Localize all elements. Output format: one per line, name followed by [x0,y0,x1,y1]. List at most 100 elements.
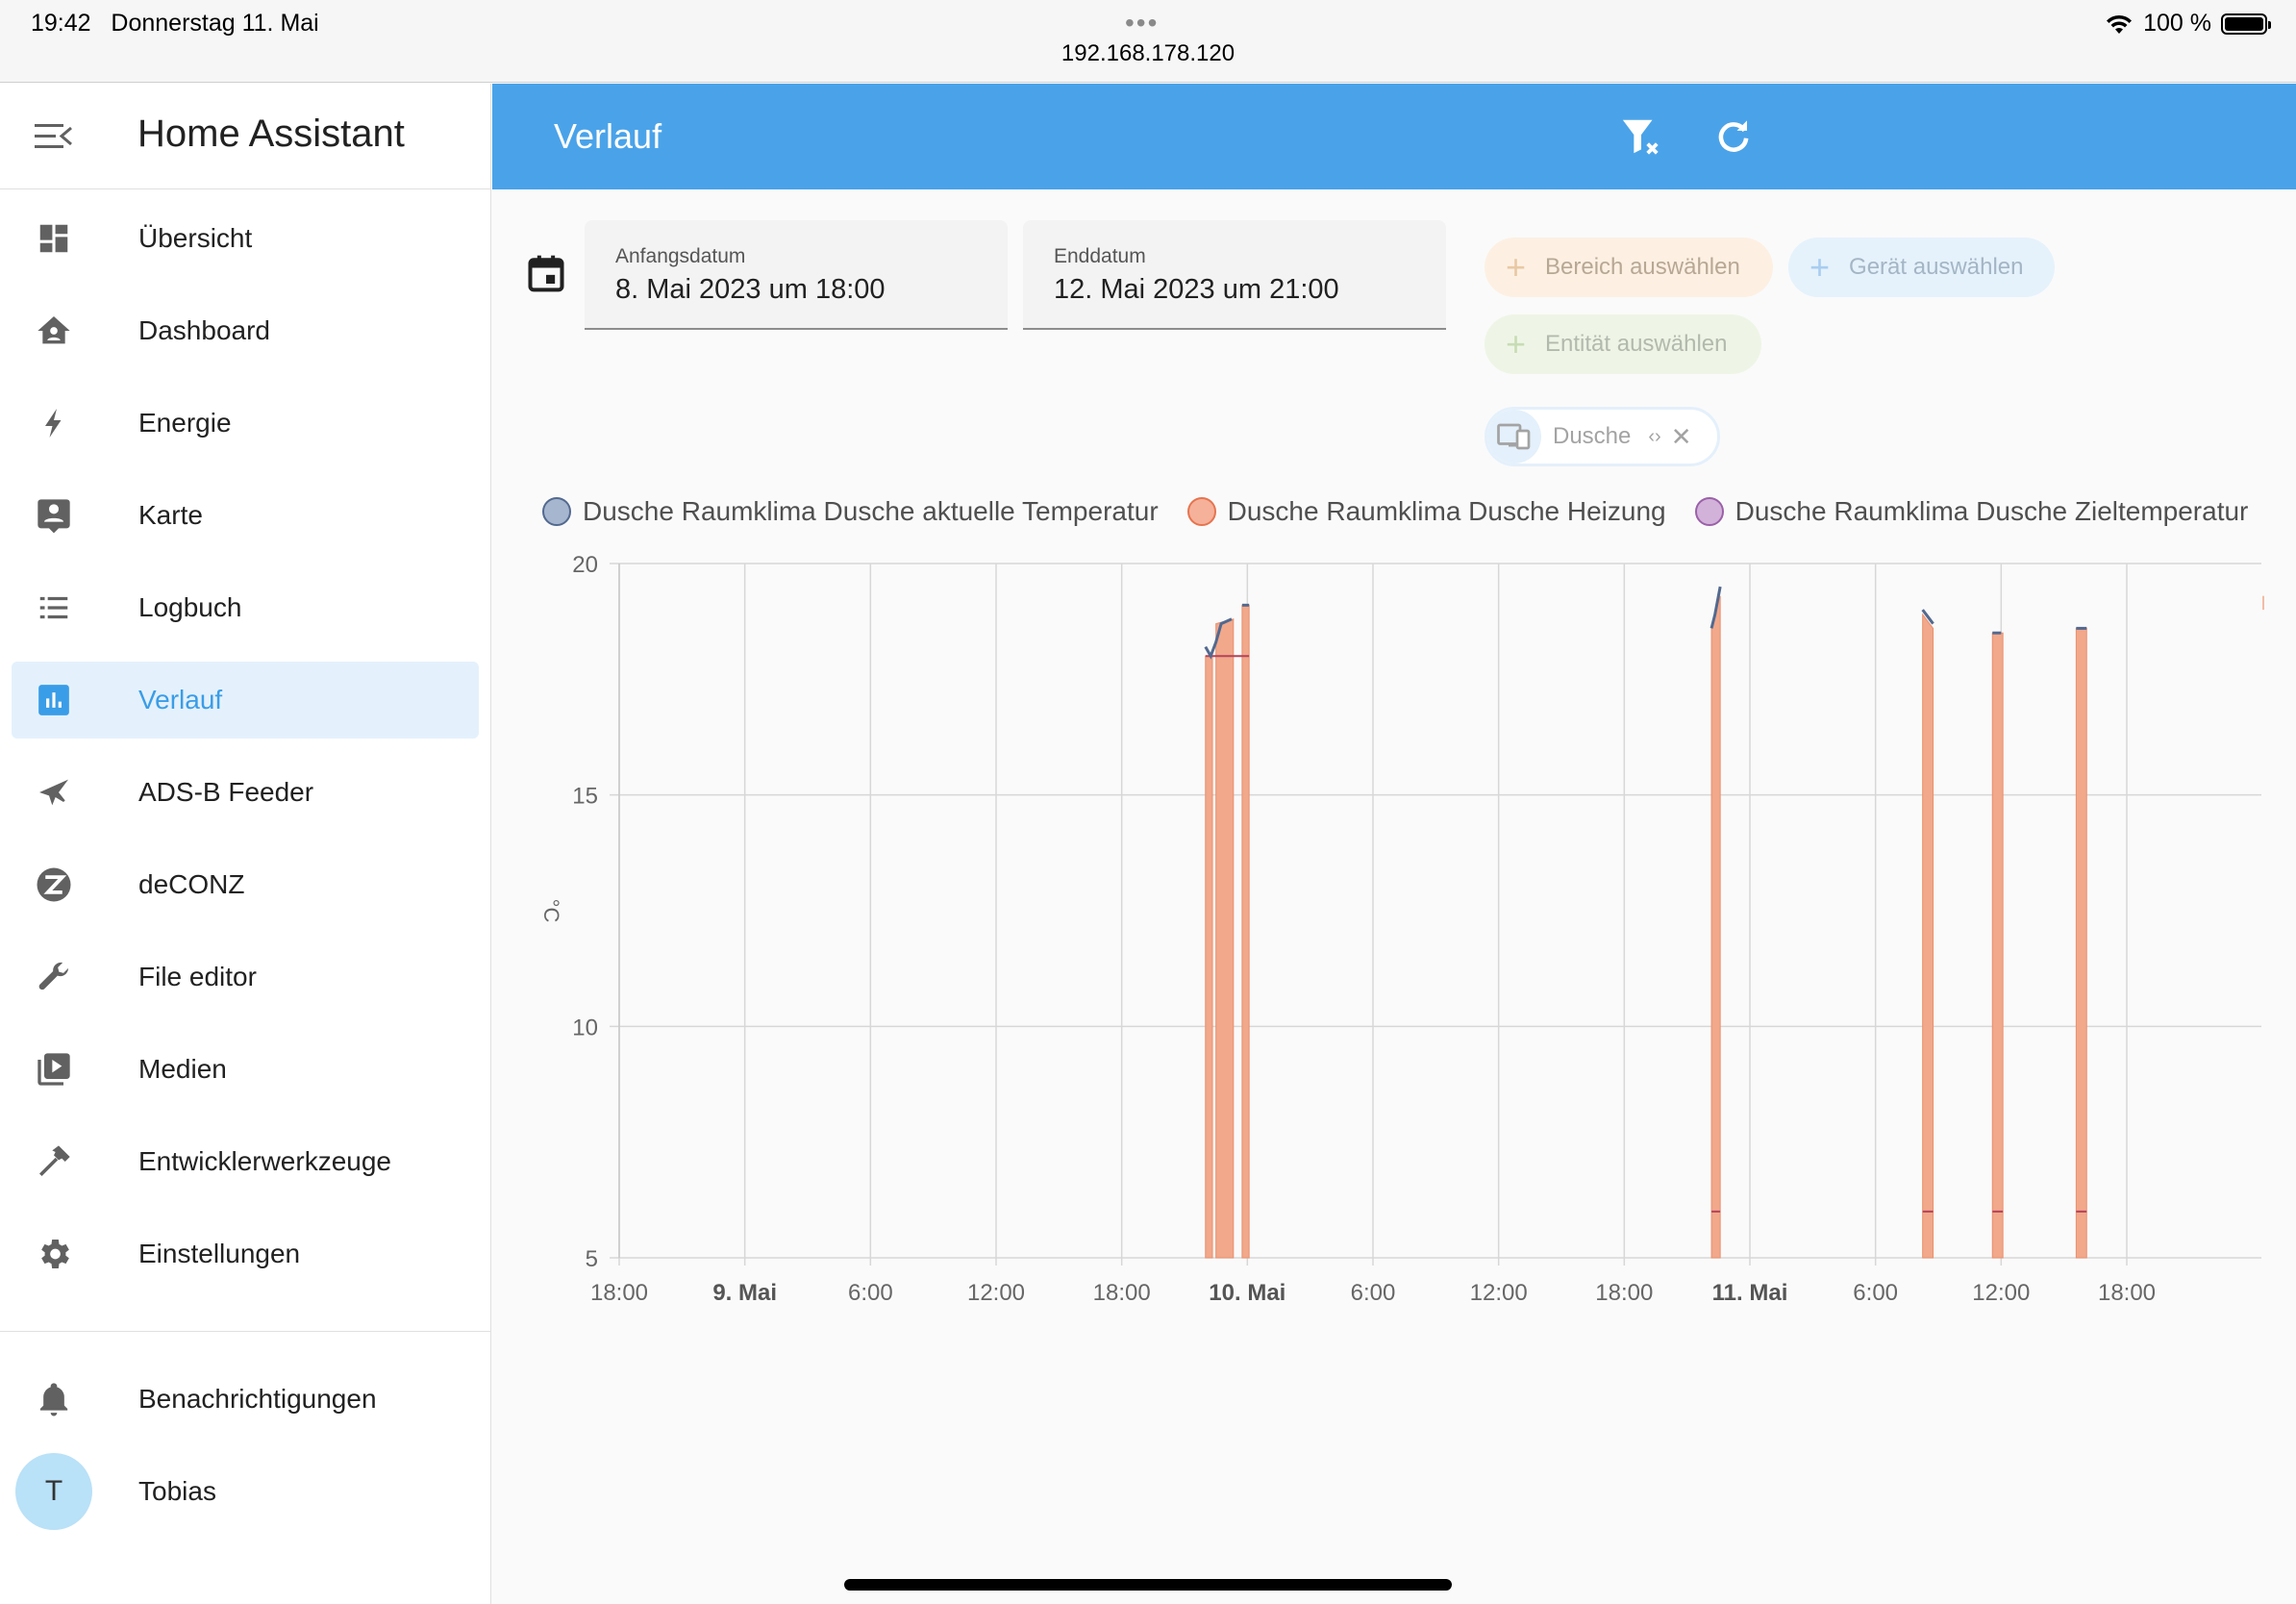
map-account-icon [33,494,75,537]
status-time-date: 19:42 Donnerstag 11. Mai [31,10,319,38]
x-tick-label: 9. Mai [712,1280,777,1306]
legend-swatch [1694,497,1724,526]
y-tick-label: 15 [572,784,598,810]
x-tick-label: 6:00 [1351,1280,1396,1306]
sidebar-item-notifications[interactable]: Benachrichtigungen [0,1353,490,1445]
list-icon [33,587,75,629]
lightning-bolt-icon [33,402,75,444]
menu-collapse-icon[interactable] [35,122,73,151]
x-tick-label: 12:00 [967,1280,1025,1306]
sidebar-item-logbuch[interactable]: Logbuch [0,562,490,654]
select-device-chip[interactable]: + Gerät auswählen [1788,238,2055,297]
x-tick-label: 18:00 [1595,1280,1653,1306]
x-tick-label: 10. Mai [1209,1280,1285,1306]
heating-area [1241,604,1250,1259]
x-tick-label: 12:00 [1470,1280,1528,1306]
clear-filter-button[interactable] [1617,113,1665,161]
x-tick-label: 11. Mai [1712,1280,1788,1306]
sidebar-item-label: Logbuch [138,592,242,622]
heating-area [1710,595,1721,1259]
history-chart[interactable]: 5 10 15 20 18:00 9. Mai 6:00 12:00 18:00 10. Mai 6… [519,481,2296,1346]
start-date-value: 8. Mai 2023 um 18:00 [615,274,886,305]
sidebar-item-medien[interactable]: Medien [0,1023,490,1115]
sidebar-item-profile[interactable]: T Tobias [0,1445,490,1538]
plus-icon: + [1506,324,1527,363]
legend-item-target[interactable]: Dusche Raumklima Dusche Zieltemperatur [1694,496,2248,527]
filter-remove-icon [1622,119,1659,155]
battery-icon [2221,13,2271,35]
media-play-icon [33,1048,75,1090]
select-entity-label: Entität auswählen [1545,331,1728,357]
user-name: Tobias [138,1476,216,1506]
sidebar-item-entwicklerwerkzeuge[interactable]: Entwicklerwerkzeuge [0,1115,490,1208]
legend-item-heating[interactable]: Dusche Raumklima Dusche Heizung [1186,496,1666,527]
notifications-label: Benachrichtigungen [138,1384,377,1414]
sidebar-item-dashboard[interactable]: Dashboard [0,285,490,377]
x-tick-label: 12:00 [1972,1280,2030,1306]
sidebar-item-label: Karte [138,500,203,530]
sidebar-item-label: Energie [138,408,232,438]
sidebar-item-ads-b-feeder[interactable]: ADS-B Feeder [0,746,490,839]
chart-legend: Dusche Raumklima Dusche aktuelle Tempera… [542,496,2248,527]
sidebar-item-label: deCONZ [138,869,245,899]
current-temperature-line [1710,586,1722,629]
home-indicator [844,1579,1452,1591]
page-title: Verlauf [554,116,662,156]
address-bar-url[interactable]: 192.168.178.120 [1061,40,1235,66]
selected-device-chip[interactable]: Dusche ‹› ✕ [1485,407,1720,466]
wifi-icon [2107,14,2133,34]
legend-swatch [1186,497,1216,526]
heating-area [1215,618,1235,1259]
zigbee-icon [33,864,75,906]
multitasking-dots-icon[interactable]: ••• [1125,8,1160,38]
battery-percent: 100 % [2143,10,2211,37]
sidebar-item-label: Übersicht [138,223,253,253]
y-tick-label: 5 [586,1246,598,1272]
status-date: Donnerstag 11. Mai [111,10,319,37]
y-axis-label: °C [539,899,563,923]
sidebar-bottom: Benachrichtigungen T Tobias [0,1353,490,1538]
calendar-icon[interactable] [525,252,567,294]
sidebar-item-uebersicht[interactable]: Übersicht [0,192,490,285]
plus-icon: + [1809,247,1831,287]
sidebar-divider [0,1331,490,1332]
end-date-field[interactable]: Enddatum 12. Mai 2023 um 21:00 [1023,220,1446,330]
legend-label: Dusche Raumklima Dusche aktuelle Tempera… [583,496,1159,526]
select-entity-chip[interactable]: + Entität auswählen [1485,314,1761,374]
wrench-icon [33,956,75,998]
sidebar-item-energie[interactable]: Energie [0,377,490,469]
selected-device-label: Dusche [1553,423,1632,449]
sidebar-nav: Übersicht Dashboard Energie Karte Logbuc… [0,192,490,1300]
status-right: 100 % [2105,10,2271,38]
legend-item-temperature[interactable]: Dusche Raumklima Dusche aktuelle Tempera… [542,496,1159,527]
sidebar-item-einstellungen[interactable]: Einstellungen [0,1208,490,1300]
x-tick-label: 6:00 [848,1280,893,1306]
expand-icon[interactable]: ‹› [1648,425,1661,447]
status-bar: 19:42 Donnerstag 11. Mai ••• 192.168.178… [0,0,2296,83]
refresh-button[interactable] [1710,113,1758,161]
airplane-icon [33,771,75,814]
x-tick-label: 18:00 [590,1280,648,1306]
start-date-label: Anfangsdatum [615,245,746,267]
sidebar-item-verlauf[interactable]: Verlauf [0,654,490,746]
sidebar-item-karte[interactable]: Karte [0,469,490,562]
current-temperature-line [1204,617,1233,660]
sidebar-item-label: Einstellungen [138,1239,301,1268]
sidebar-item-file-editor[interactable]: File editor [0,931,490,1023]
x-tick-label: 18:00 [1093,1280,1151,1306]
close-icon[interactable]: ✕ [1670,421,1692,451]
end-date-label: Enddatum [1054,245,1146,267]
sidebar-item-deconz[interactable]: deCONZ [0,839,490,931]
start-date-field[interactable]: Anfangsdatum 8. Mai 2023 um 18:00 [585,220,1008,330]
select-device-label: Gerät auswählen [1849,254,2024,280]
end-date-value: 12. Mai 2023 um 21:00 [1054,274,1339,305]
current-temperature-line [1921,609,1934,625]
legend-swatch [542,497,571,526]
gear-icon [33,1233,75,1275]
heating-area [1991,632,2004,1259]
sidebar-header: Home Assistant [0,84,490,189]
bell-icon [33,1378,75,1420]
heating-area [1205,655,1213,1259]
heating-area [1922,613,1934,1259]
select-area-chip[interactable]: + Bereich auswählen [1485,238,1773,297]
